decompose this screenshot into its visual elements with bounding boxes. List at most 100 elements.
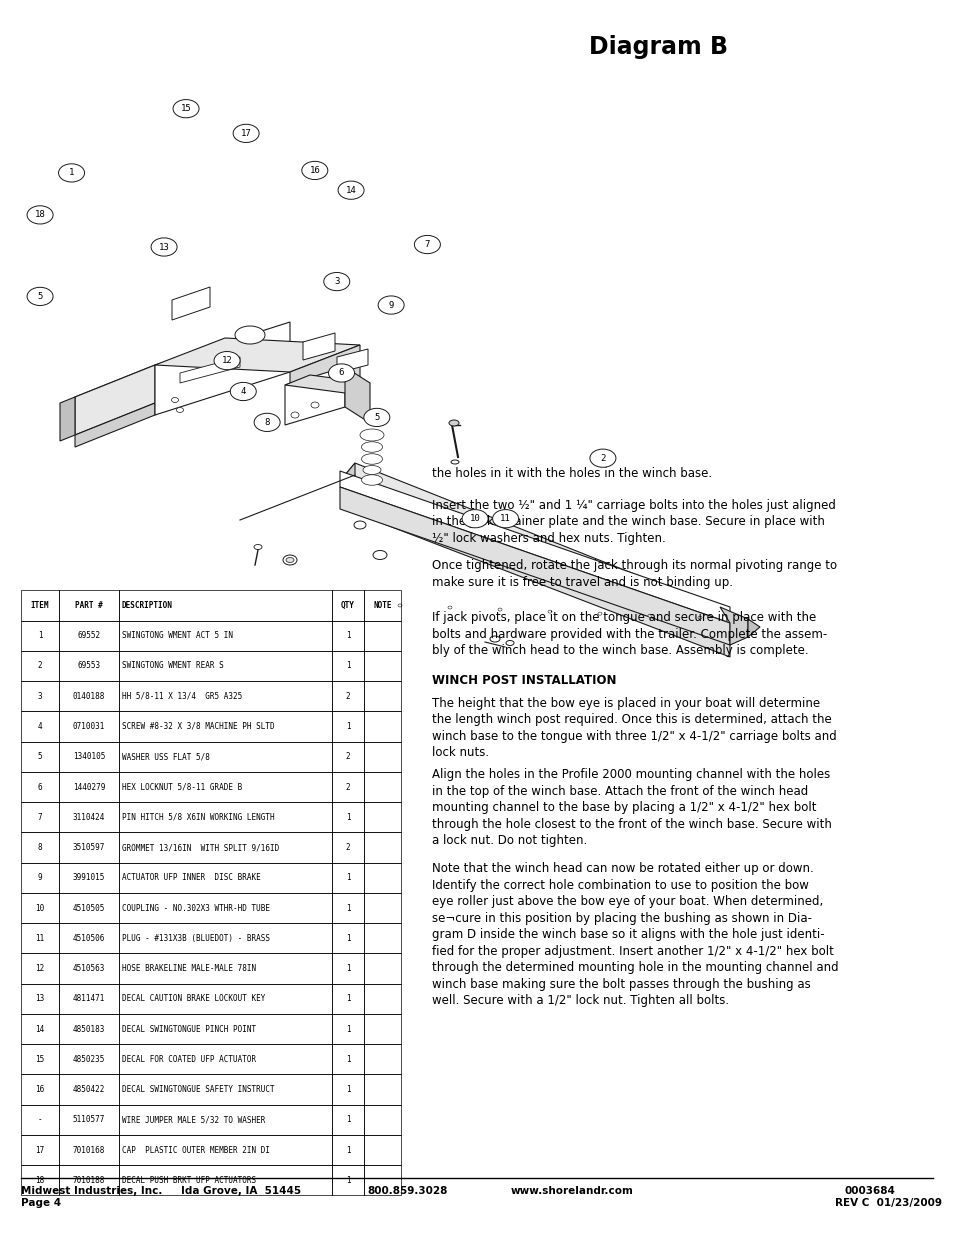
Ellipse shape xyxy=(647,614,651,618)
Text: 5: 5 xyxy=(37,291,43,301)
Text: 2: 2 xyxy=(37,662,42,671)
Bar xyxy=(364,590,400,620)
Text: 2: 2 xyxy=(599,453,605,463)
Bar xyxy=(21,1104,59,1135)
Bar xyxy=(119,893,332,923)
Ellipse shape xyxy=(598,613,601,615)
Bar xyxy=(21,590,59,620)
Text: 1: 1 xyxy=(69,168,74,178)
Bar xyxy=(59,983,119,1014)
Bar xyxy=(332,741,364,772)
Bar xyxy=(364,953,400,983)
Bar xyxy=(119,1135,332,1165)
Text: DECAL SWINGTONGUE SAFETY INSTRUCT: DECAL SWINGTONGUE SAFETY INSTRUCT xyxy=(122,1086,274,1094)
Text: The height that the bow eye is placed in your boat will determine
the length win: The height that the bow eye is placed in… xyxy=(432,697,836,760)
Bar xyxy=(59,772,119,803)
Text: 3: 3 xyxy=(37,692,42,700)
Text: 13: 13 xyxy=(35,994,45,1003)
Bar xyxy=(119,862,332,893)
Text: 16: 16 xyxy=(309,165,320,175)
Bar xyxy=(21,923,59,953)
Bar xyxy=(21,1044,59,1074)
Ellipse shape xyxy=(547,610,552,613)
Bar xyxy=(332,1074,364,1104)
Ellipse shape xyxy=(451,459,458,464)
Text: HEX LOCKNUT 5/8-11 GRADE B: HEX LOCKNUT 5/8-11 GRADE B xyxy=(122,783,242,792)
Text: 2: 2 xyxy=(345,844,350,852)
Text: 1440279: 1440279 xyxy=(72,783,105,792)
Text: 1: 1 xyxy=(345,1115,350,1124)
Text: 13: 13 xyxy=(158,242,170,252)
Text: 3510597: 3510597 xyxy=(72,844,105,852)
Bar xyxy=(364,620,400,651)
Text: 14: 14 xyxy=(35,1025,45,1034)
Ellipse shape xyxy=(490,636,499,642)
Ellipse shape xyxy=(176,408,183,412)
Ellipse shape xyxy=(323,273,350,290)
Polygon shape xyxy=(154,322,290,415)
Bar xyxy=(21,620,59,651)
Polygon shape xyxy=(154,338,359,372)
Polygon shape xyxy=(285,375,370,393)
Text: www.shorelandr.com: www.shorelandr.com xyxy=(510,1186,633,1195)
Text: 1: 1 xyxy=(345,873,350,882)
Text: 12: 12 xyxy=(221,356,233,366)
Text: 12: 12 xyxy=(35,965,45,973)
Text: DECAL SWINGTONGUE PINCH POINT: DECAL SWINGTONGUE PINCH POINT xyxy=(122,1025,255,1034)
Bar xyxy=(364,1104,400,1135)
Ellipse shape xyxy=(449,420,458,426)
Bar xyxy=(332,923,364,953)
Ellipse shape xyxy=(213,352,240,369)
Bar xyxy=(59,590,119,620)
Text: GROMMET 13/16IN  WITH SPLIT 9/16ID: GROMMET 13/16IN WITH SPLIT 9/16ID xyxy=(122,844,279,852)
Bar xyxy=(59,682,119,711)
Polygon shape xyxy=(180,357,240,383)
Ellipse shape xyxy=(492,510,518,527)
Text: 4850183: 4850183 xyxy=(72,1025,105,1034)
Ellipse shape xyxy=(27,206,53,224)
Bar xyxy=(364,1166,400,1195)
Text: Midwest Industries, Inc.: Midwest Industries, Inc. xyxy=(21,1186,162,1195)
Bar xyxy=(21,893,59,923)
Bar xyxy=(21,651,59,682)
Ellipse shape xyxy=(234,326,265,345)
Bar xyxy=(59,1044,119,1074)
Text: HOSE BRAKELINE MALE-MALE 78IN: HOSE BRAKELINE MALE-MALE 78IN xyxy=(122,965,255,973)
Bar xyxy=(59,741,119,772)
Bar xyxy=(119,983,332,1014)
Polygon shape xyxy=(345,367,370,424)
Text: 15: 15 xyxy=(35,1055,45,1063)
Text: 1: 1 xyxy=(345,934,350,942)
Text: 3991015: 3991015 xyxy=(72,873,105,882)
Text: 10: 10 xyxy=(469,514,480,524)
Polygon shape xyxy=(172,287,210,320)
Bar xyxy=(364,1014,400,1044)
Text: 1: 1 xyxy=(345,722,350,731)
Ellipse shape xyxy=(497,608,501,611)
Bar xyxy=(364,832,400,862)
Text: 1: 1 xyxy=(345,994,350,1003)
Text: NOTE: NOTE xyxy=(373,601,392,610)
Text: CAP  PLASTIC OUTER MEMBER 2IN DI: CAP PLASTIC OUTER MEMBER 2IN DI xyxy=(122,1146,270,1155)
Bar xyxy=(332,1104,364,1135)
Text: 1: 1 xyxy=(345,1025,350,1034)
Bar xyxy=(364,862,400,893)
Text: Note that the winch head can now be rotated either up or down.
Identify the corr: Note that the winch head can now be rota… xyxy=(432,862,838,1007)
Ellipse shape xyxy=(414,236,440,253)
Text: ACTUATOR UFP INNER  DISC BRAKE: ACTUATOR UFP INNER DISC BRAKE xyxy=(122,873,260,882)
Ellipse shape xyxy=(311,403,318,408)
Ellipse shape xyxy=(172,100,199,117)
Text: 17: 17 xyxy=(35,1146,45,1155)
Ellipse shape xyxy=(448,606,452,609)
Polygon shape xyxy=(345,463,355,499)
Text: SWINGTONG WMENT ACT 5 IN: SWINGTONG WMENT ACT 5 IN xyxy=(122,631,233,640)
Text: If jack pivots, place it on the tongue and secure in place with the
bolts and ha: If jack pivots, place it on the tongue a… xyxy=(432,611,826,657)
Bar xyxy=(119,1044,332,1074)
Bar xyxy=(119,1014,332,1044)
Bar xyxy=(59,832,119,862)
Text: 3: 3 xyxy=(334,277,339,287)
Ellipse shape xyxy=(172,398,178,403)
Text: 1: 1 xyxy=(345,631,350,640)
Bar xyxy=(364,983,400,1014)
Ellipse shape xyxy=(291,412,298,417)
